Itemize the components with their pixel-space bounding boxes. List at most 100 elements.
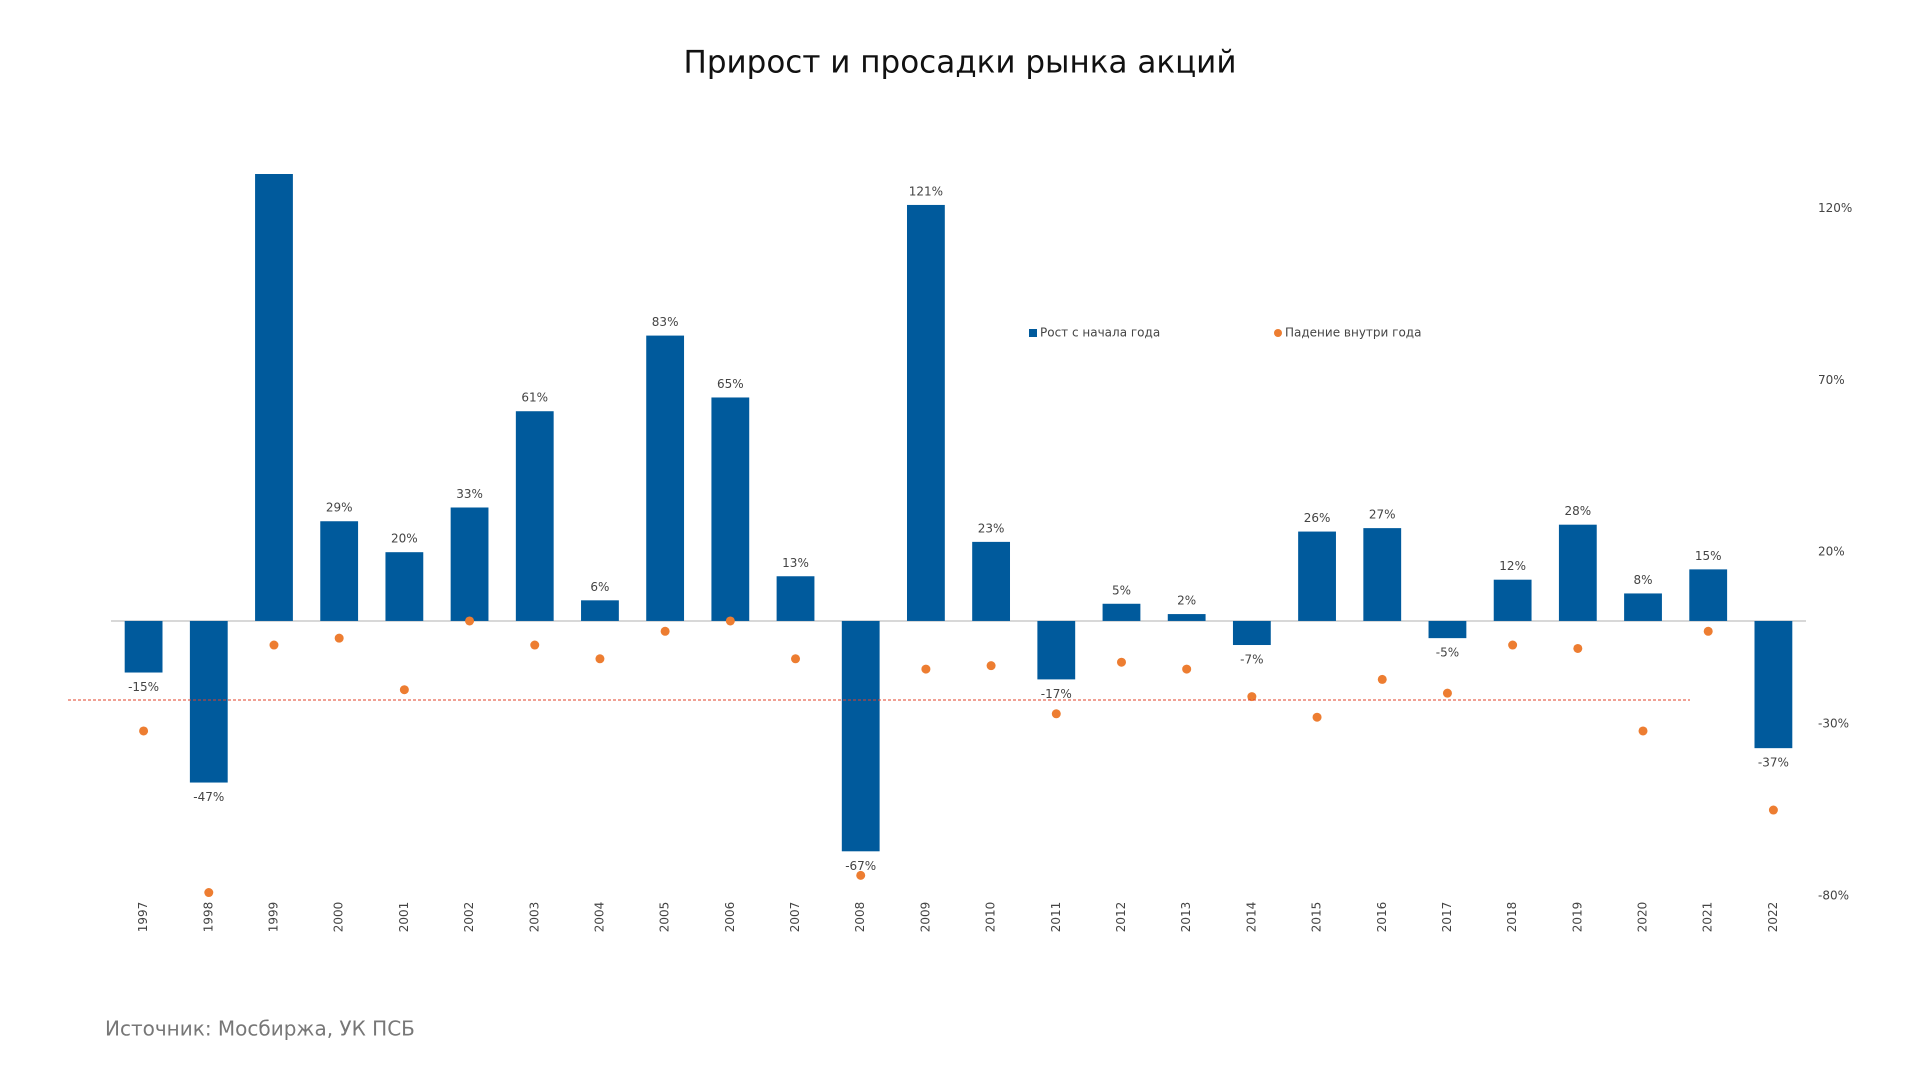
data-label: 15% (1695, 549, 1722, 563)
data-label: -67% (845, 859, 876, 873)
x-tick-label: 2014 (1244, 902, 1258, 933)
dot (1638, 726, 1648, 736)
data-label: 33% (456, 487, 483, 501)
data-label: 65% (717, 377, 744, 391)
bar (841, 620, 880, 852)
data-label: -47% (193, 790, 224, 804)
bar (1232, 620, 1271, 646)
x-tick-label: 2022 (1766, 902, 1780, 933)
dot (399, 685, 409, 695)
x-tick-label: 2006 (723, 902, 737, 933)
y-tick-label: 70% (1818, 373, 1845, 387)
x-tick-label: 2008 (853, 902, 867, 933)
data-label: 13% (782, 556, 809, 570)
bar (1689, 569, 1728, 621)
dot (1051, 709, 1061, 719)
x-tick-label: 2016 (1375, 902, 1389, 933)
x-tick-label: 2005 (658, 902, 672, 933)
bar (1624, 593, 1662, 621)
dot (269, 640, 279, 650)
data-label: -5% (1436, 646, 1459, 660)
dot (1377, 674, 1387, 684)
data-label: 61% (521, 391, 548, 405)
data-label: 28% (1564, 504, 1591, 518)
x-tick-label: 2021 (1701, 902, 1715, 933)
legend-swatch (1274, 329, 1282, 337)
x-tick-label: 1999 (266, 902, 280, 933)
bar (450, 507, 489, 621)
dot (1573, 643, 1583, 653)
data-label: 6% (590, 580, 609, 594)
dot (660, 626, 670, 636)
x-tick-label: 2020 (1636, 902, 1650, 933)
bar (124, 620, 163, 673)
data-label: 29% (326, 501, 353, 515)
x-tick-label: 2007 (788, 902, 802, 933)
bar (1037, 620, 1076, 680)
bar (385, 552, 424, 621)
x-tick-label: 2000 (332, 902, 346, 933)
y-tick-label: -30% (1818, 717, 1849, 731)
data-label: 5% (1112, 583, 1131, 597)
dot (791, 654, 801, 664)
x-tick-label: 2011 (1049, 902, 1063, 933)
x-tick-label: 2001 (397, 902, 411, 933)
bar (1754, 620, 1793, 749)
x-tick-label: 2012 (1114, 902, 1128, 933)
x-tick-label: 2015 (1310, 902, 1324, 933)
x-tick-label: 2002 (462, 902, 476, 933)
dot (595, 654, 605, 664)
dot (1768, 805, 1778, 815)
data-label: -37% (1758, 756, 1789, 770)
data-label: 121% (909, 184, 943, 198)
x-tick-label: 2013 (1179, 902, 1193, 933)
x-tick-label: 2004 (592, 902, 606, 933)
data-label: 2% (1177, 594, 1196, 608)
bar (1558, 524, 1597, 621)
legend-label: Рост с начала года (1040, 326, 1160, 340)
dot (530, 640, 540, 650)
bar (1428, 620, 1467, 639)
dot (139, 726, 149, 736)
bar (972, 541, 1011, 621)
dot (1312, 712, 1322, 722)
y-tick-label: -80% (1818, 889, 1849, 903)
data-label: 23% (978, 521, 1005, 535)
data-label: -7% (1240, 653, 1263, 667)
bar (255, 174, 293, 621)
x-tick-label: 2017 (1440, 902, 1454, 933)
legend-label: Падение внутри года (1285, 326, 1421, 340)
x-tick-label: 2019 (1570, 902, 1584, 933)
dot (334, 633, 344, 643)
dot (465, 616, 475, 626)
bar (320, 521, 359, 621)
dot (1442, 688, 1452, 698)
x-tick-label: 1997 (136, 902, 150, 933)
chart-title: Прирост и просадки рынка акций (684, 45, 1237, 81)
legend-swatch (1029, 329, 1037, 337)
bar (1102, 603, 1141, 621)
dot (1182, 664, 1192, 674)
data-label: -17% (1041, 687, 1072, 701)
x-tick-label: 2010 (984, 902, 998, 933)
bar (1493, 579, 1532, 621)
dot (204, 888, 214, 898)
data-label: 20% (391, 532, 418, 546)
bar (906, 204, 945, 621)
data-label: 12% (1499, 559, 1526, 573)
bar (515, 411, 554, 621)
dot (921, 664, 931, 674)
data-label: -15% (128, 680, 159, 694)
bar (776, 576, 815, 621)
dot (1247, 692, 1257, 702)
data-label: 26% (1304, 511, 1331, 525)
bar (646, 335, 685, 621)
bar (711, 397, 750, 621)
y-tick-label: 20% (1818, 545, 1845, 559)
dot (1508, 640, 1518, 650)
data-label: 8% (1633, 573, 1652, 587)
dot (725, 616, 735, 626)
dot (1116, 657, 1126, 667)
source-note: Источник: Мосбиржа, УК ПСБ (105, 1017, 415, 1041)
